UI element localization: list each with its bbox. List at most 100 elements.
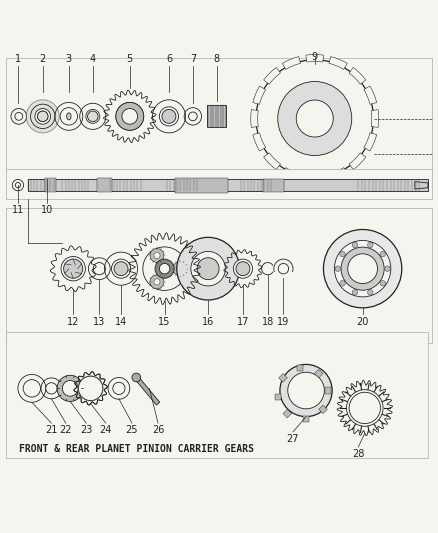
Circle shape: [38, 111, 48, 122]
Circle shape: [155, 259, 174, 278]
Circle shape: [78, 375, 104, 401]
Circle shape: [197, 258, 219, 280]
Circle shape: [352, 289, 358, 295]
Circle shape: [335, 266, 340, 271]
Text: 9: 9: [312, 52, 318, 62]
Circle shape: [367, 243, 373, 248]
Bar: [325, 387, 331, 393]
Circle shape: [278, 82, 352, 156]
Text: 24: 24: [100, 425, 112, 435]
Circle shape: [61, 256, 85, 281]
Wedge shape: [306, 54, 324, 62]
Circle shape: [233, 259, 253, 278]
FancyBboxPatch shape: [6, 332, 428, 458]
Circle shape: [62, 381, 78, 396]
Text: 8: 8: [214, 54, 220, 64]
FancyBboxPatch shape: [6, 208, 432, 343]
Wedge shape: [349, 68, 366, 84]
Circle shape: [278, 263, 289, 274]
Circle shape: [177, 265, 183, 272]
Text: 3: 3: [66, 54, 72, 64]
Wedge shape: [251, 110, 258, 127]
Circle shape: [346, 390, 383, 426]
Circle shape: [150, 248, 164, 262]
Text: 16: 16: [202, 317, 214, 327]
Circle shape: [112, 259, 131, 278]
Circle shape: [88, 111, 98, 122]
Circle shape: [159, 107, 179, 126]
Circle shape: [154, 253, 160, 259]
Circle shape: [341, 247, 384, 290]
Circle shape: [116, 102, 144, 130]
Circle shape: [116, 102, 144, 130]
Wedge shape: [253, 86, 265, 104]
Circle shape: [348, 254, 378, 284]
Circle shape: [340, 252, 345, 257]
Circle shape: [154, 279, 160, 285]
Text: 13: 13: [93, 317, 106, 327]
Circle shape: [85, 383, 96, 394]
Text: FRONT & REAR PLANET PINION CARRIER GEARS: FRONT & REAR PLANET PINION CARRIER GEARS: [19, 443, 254, 454]
Circle shape: [113, 382, 125, 394]
Text: 12: 12: [67, 317, 79, 327]
Circle shape: [150, 275, 164, 289]
Circle shape: [352, 243, 358, 248]
Text: 2: 2: [39, 54, 46, 64]
Text: 25: 25: [126, 425, 138, 435]
Circle shape: [93, 263, 106, 275]
Wedge shape: [264, 68, 280, 84]
Wedge shape: [264, 153, 280, 169]
Bar: [303, 416, 309, 422]
Bar: [279, 374, 287, 382]
Text: 17: 17: [237, 317, 249, 327]
Text: 7: 7: [190, 54, 196, 64]
Circle shape: [256, 60, 374, 177]
Circle shape: [38, 111, 48, 122]
Text: 15: 15: [159, 317, 171, 327]
Circle shape: [46, 383, 57, 394]
Wedge shape: [329, 56, 347, 69]
Circle shape: [236, 262, 250, 276]
Circle shape: [78, 376, 103, 400]
Wedge shape: [282, 56, 300, 69]
Text: 10: 10: [41, 205, 53, 215]
Circle shape: [26, 100, 59, 133]
Circle shape: [191, 252, 226, 286]
Circle shape: [296, 100, 333, 137]
Circle shape: [380, 280, 385, 286]
Wedge shape: [349, 153, 366, 169]
Ellipse shape: [67, 113, 71, 120]
Text: 22: 22: [60, 425, 72, 435]
Wedge shape: [329, 168, 347, 181]
Circle shape: [60, 108, 78, 125]
Circle shape: [86, 109, 100, 123]
Bar: [283, 409, 292, 418]
Circle shape: [323, 230, 402, 308]
Text: 19: 19: [277, 317, 290, 327]
Circle shape: [83, 381, 99, 396]
Text: 4: 4: [90, 54, 96, 64]
Text: 26: 26: [152, 425, 164, 435]
Circle shape: [335, 240, 391, 297]
FancyBboxPatch shape: [6, 58, 432, 171]
Circle shape: [15, 112, 23, 120]
Text: 27: 27: [287, 434, 299, 444]
Bar: [314, 369, 323, 378]
Circle shape: [23, 379, 41, 397]
Bar: [45, 179, 56, 192]
Wedge shape: [364, 133, 377, 151]
Circle shape: [35, 109, 50, 124]
Text: 5: 5: [127, 54, 133, 64]
Circle shape: [340, 280, 345, 286]
Circle shape: [143, 247, 186, 290]
Circle shape: [367, 289, 373, 295]
Circle shape: [349, 392, 381, 424]
Bar: [297, 365, 303, 372]
Text: 11: 11: [12, 205, 24, 215]
Text: 18: 18: [261, 317, 274, 327]
Circle shape: [380, 252, 385, 257]
Bar: [207, 106, 226, 127]
Text: 6: 6: [166, 54, 172, 64]
Text: 1: 1: [15, 54, 21, 64]
Bar: [275, 393, 281, 400]
